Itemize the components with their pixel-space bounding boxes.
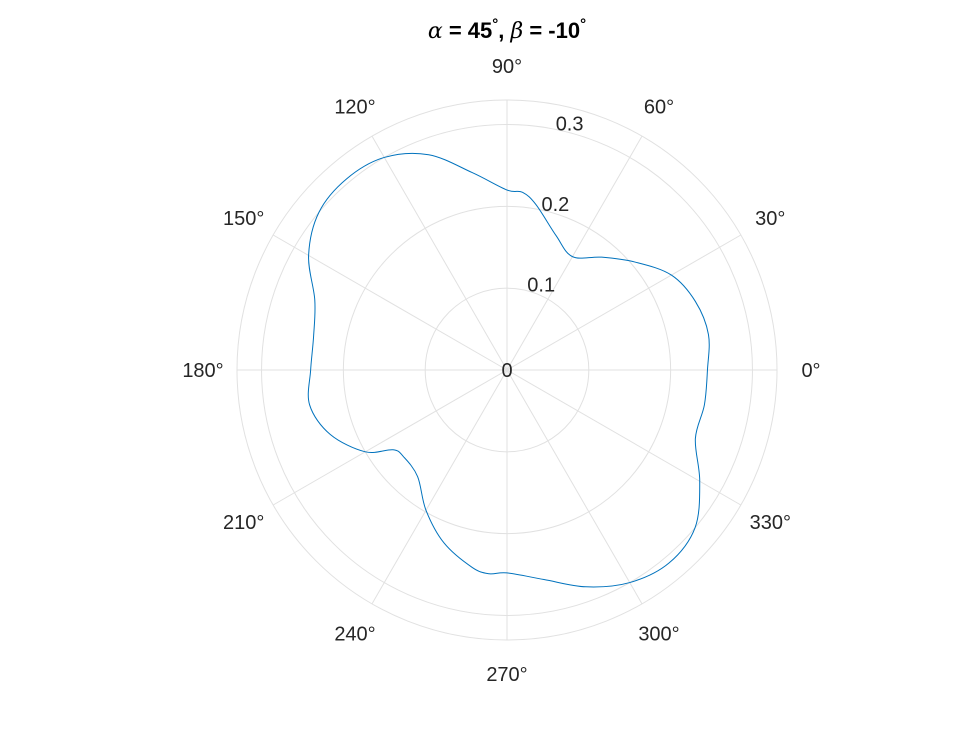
title-alpha-degree: °	[492, 16, 498, 33]
chart-title: α = 45°, β = -10°	[428, 16, 586, 44]
series-layer	[307, 152, 710, 588]
theta-tick-label: 120°	[334, 97, 375, 119]
theta-tick-label: 150°	[223, 208, 264, 230]
title-beta-degree: °	[580, 16, 586, 33]
grid-spoke	[506, 234, 742, 371]
tick-labels: 0° 30° 60° 90° 120° 150° 180° 210° 240° 270° 300° 3…	[182, 56, 820, 686]
r-tick-label: 0.2	[541, 194, 569, 216]
theta-tick-label: 330°	[750, 512, 791, 534]
theta-tick-label: 240°	[334, 623, 375, 645]
theta-tick-label: 0°	[801, 360, 820, 382]
theta-tick-label: 30°	[755, 208, 785, 230]
grid-spoke	[272, 234, 508, 371]
theta-tick-label: 210°	[223, 512, 264, 534]
grid-spoke	[371, 369, 508, 605]
grid-spoke	[506, 369, 643, 605]
grid-spoke	[371, 135, 508, 371]
r-tick-label: 0.3	[556, 113, 584, 135]
series-line	[307, 152, 710, 588]
polar-grid	[236, 99, 778, 641]
grid-spoke	[506, 369, 742, 506]
title-beta-symbol: β	[510, 19, 524, 44]
title-alpha-text: = 45	[443, 18, 493, 43]
title-separator: ,	[498, 18, 510, 43]
grid-spoke	[506, 135, 643, 371]
title-beta-text: = -10	[523, 18, 580, 43]
grid-spoke	[272, 369, 508, 506]
r-tick-label: 0.1	[527, 274, 555, 296]
theta-tick-label: 60°	[644, 97, 674, 119]
r-tick-label: 0	[501, 360, 512, 382]
theta-tick-label: 90°	[492, 56, 522, 78]
theta-tick-label: 270°	[486, 664, 527, 686]
title-alpha-symbol: α	[428, 19, 443, 44]
theta-tick-label: 180°	[182, 360, 223, 382]
theta-tick-label: 300°	[638, 623, 679, 645]
